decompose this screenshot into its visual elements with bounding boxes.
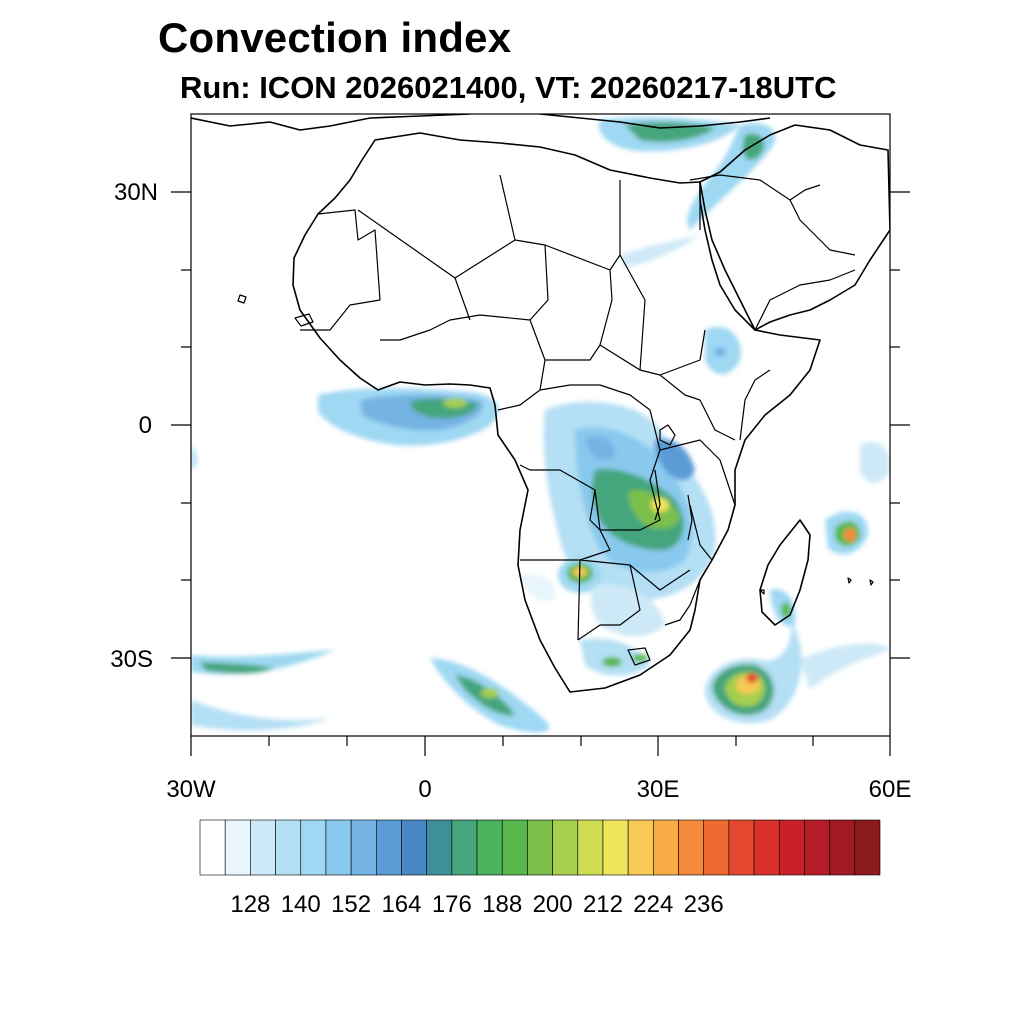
colorbar-box (350, 819, 377, 876)
colorbar-label: 236 (684, 891, 724, 918)
xlabel-0: 0 (418, 776, 431, 803)
xlabel-30w: 30W (166, 776, 216, 803)
colorbar-label: 212 (583, 891, 623, 918)
colorbar-box (476, 819, 503, 876)
colorbar-box (678, 819, 705, 876)
colorbar-box (224, 819, 251, 876)
colorbar-box (199, 819, 226, 876)
colorbar-labels: 128 140 152 164 176 188 200 212 224 236 (230, 891, 723, 918)
xlabel-60e: 60E (869, 776, 912, 803)
colorbar-label: 200 (533, 891, 573, 918)
colorbar-box (653, 819, 679, 876)
colorbar-box (300, 819, 327, 876)
lakes-inland (627, 424, 693, 666)
convection-madagascar (770, 511, 869, 627)
xlabel-30e: 30E (637, 776, 680, 803)
islands (237, 294, 874, 595)
map-background (191, 114, 890, 736)
convection-field (191, 117, 890, 733)
colorbar-label: 152 (331, 891, 371, 918)
colorbar-box (426, 819, 453, 876)
colorbar-box (552, 819, 579, 876)
colorbar-label: 164 (381, 891, 421, 918)
ylabel-0: 0 (139, 412, 152, 439)
country-borders (300, 174, 856, 641)
ylabel-30s: 30S (110, 646, 153, 673)
madagascar-coastline (759, 519, 811, 626)
coastlines-borders (191, 114, 890, 693)
colorbar-label: 224 (633, 891, 673, 918)
colorbar-box (703, 819, 730, 876)
convection-gulf-of-guinea (318, 388, 499, 446)
chart-title: Convection index (158, 14, 512, 61)
colorbar-label: 140 (281, 891, 321, 918)
colorbar-label: 188 (482, 891, 522, 918)
colorbar-box (804, 819, 830, 876)
colorbar-box (451, 819, 478, 876)
colorbar-box (829, 819, 856, 876)
colorbar-box (527, 819, 553, 876)
arabia-coastline (699, 124, 890, 331)
colorbar-box (401, 819, 427, 876)
convection-southern-africa (520, 574, 665, 676)
convection-central-africa (543, 401, 716, 600)
colorbar (199, 819, 881, 876)
ylabel-30n: 30N (114, 179, 158, 206)
southern-europe-coastline (191, 114, 771, 131)
colorbar-box (728, 819, 755, 876)
convection-cyclone (705, 620, 890, 724)
colorbar-box (753, 819, 780, 876)
convection-ethiopia (705, 326, 741, 375)
colorbar-box (627, 819, 654, 876)
axis-ticks (171, 191, 910, 756)
colorbar-box (275, 819, 302, 876)
colorbar-box (602, 819, 629, 876)
colorbar-box (577, 819, 604, 876)
colorbar-box (854, 819, 881, 876)
chart-subtitle: Run: ICON 2026021400, VT: 20260217-18UTC (180, 70, 837, 105)
colorbar-box (501, 819, 528, 876)
colorbar-label: 176 (432, 891, 472, 918)
colorbar-box (250, 819, 276, 876)
convection-south-atlantic (191, 445, 549, 733)
colorbar-label: 128 (230, 891, 270, 918)
colorbar-box (325, 819, 352, 876)
convection-indian-ocean (860, 441, 890, 484)
colorbar-box (778, 819, 805, 876)
colorbar-box (375, 819, 402, 876)
